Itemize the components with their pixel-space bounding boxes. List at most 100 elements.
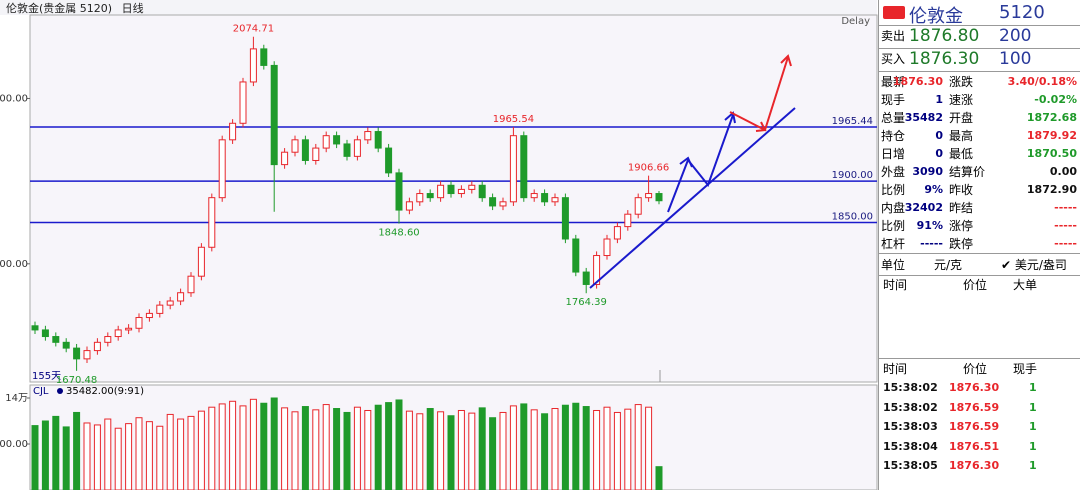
y-tick-label: 2000.00 xyxy=(0,93,28,104)
stat-label: 开盘 xyxy=(949,111,974,125)
level-label: 1900.00 xyxy=(832,170,873,181)
symbol[interactable]: 伦敦金(贵金属 5120) xyxy=(6,2,113,15)
arrow-head xyxy=(755,121,767,132)
volume-bar xyxy=(520,403,528,490)
candle-body xyxy=(437,184,445,199)
volume-bar xyxy=(73,411,81,490)
candle-body xyxy=(187,275,195,294)
stat-label: 杠杆 xyxy=(881,237,906,251)
volume-bar xyxy=(125,423,133,490)
volume-bar xyxy=(457,409,465,490)
candle-body xyxy=(572,238,580,273)
candle-body xyxy=(156,304,164,314)
y-tick-label: 70000.00 xyxy=(0,439,28,450)
candle-body xyxy=(73,347,81,360)
volume-bar xyxy=(145,421,153,490)
candle-body xyxy=(613,226,621,240)
stat-value: 0 xyxy=(935,129,943,142)
volume-bar xyxy=(322,404,330,490)
volume-bar xyxy=(509,405,517,490)
candle-body xyxy=(208,197,216,248)
annotations xyxy=(589,54,796,289)
panel-row: 15:38:05 1876.30 1 xyxy=(879,456,1080,475)
tick-time: 15:38:03 xyxy=(883,420,938,433)
candle-body xyxy=(343,143,351,157)
unit-option[interactable]: ✔ 美元/盎司 xyxy=(1001,258,1067,272)
badge xyxy=(883,6,905,19)
candle-body xyxy=(364,131,372,141)
extreme-label: 2074.71 xyxy=(233,24,274,35)
side-label: 卖出 xyxy=(881,29,906,43)
extreme-label: 1670.48 xyxy=(56,375,97,386)
volume-bar xyxy=(655,466,663,490)
tick-time: 15:38:05 xyxy=(883,459,938,472)
candle-body xyxy=(655,193,663,202)
candle-body xyxy=(229,122,237,141)
chart: Delay 155天 2000.00 1800.00 1965.44 1900.00 1… xyxy=(0,14,878,490)
tick-price: 1876.51 xyxy=(949,439,1000,453)
candle-body xyxy=(41,329,49,338)
volume-bar xyxy=(343,411,351,490)
candle-body xyxy=(468,184,476,190)
candle-body xyxy=(93,341,101,352)
delay-label: Delay xyxy=(841,16,870,27)
volume-bar xyxy=(395,399,403,490)
stat-value: 1876.30 xyxy=(892,75,943,88)
stat-value: 3.40/0.18% xyxy=(1007,75,1077,88)
volume-bar xyxy=(135,417,143,490)
tick-qty: 1 xyxy=(1029,381,1037,394)
stat-label: 日增 xyxy=(881,147,906,161)
stat-label: 涨跌 xyxy=(949,75,974,89)
stat-value: 1872.68 xyxy=(1026,111,1077,124)
stat-label: 内盘 xyxy=(881,201,906,215)
panel-row: 伦敦金 5120 xyxy=(879,0,1080,27)
volume-dot xyxy=(57,388,63,394)
volume-bar xyxy=(613,411,621,490)
candle-body xyxy=(166,300,174,306)
candle-body xyxy=(645,193,653,199)
volume-bar xyxy=(499,411,507,490)
panel-row: 内盘 32402 昨结 ----- xyxy=(879,199,1080,217)
panel-row: 15:38:04 1876.51 1 xyxy=(879,437,1080,456)
side-price: 1876.80 xyxy=(909,26,980,46)
candle-body xyxy=(509,135,517,203)
stat-value: ----- xyxy=(1054,237,1077,250)
volume-bar xyxy=(52,415,60,490)
period[interactable]: 日线 xyxy=(121,2,144,15)
volume-bar xyxy=(551,408,559,490)
volume-bar xyxy=(156,425,164,490)
volume-bar xyxy=(603,406,611,490)
stat-value: 32402 xyxy=(904,201,943,214)
volume-bar xyxy=(104,418,112,490)
column-header: 大单 xyxy=(1013,278,1038,292)
tick-time: 15:38:02 xyxy=(883,400,938,414)
level-label: 1850.00 xyxy=(832,211,873,222)
volume-bar xyxy=(218,403,226,490)
candle-body xyxy=(478,184,486,199)
tick-time: 15:38:02 xyxy=(883,381,938,394)
stat-value: 91% xyxy=(916,219,943,232)
candle-body xyxy=(634,197,642,215)
unit-option[interactable]: 元/克 xyxy=(934,258,963,272)
stat-label: 比例 xyxy=(881,183,906,197)
candle-body xyxy=(593,255,601,285)
candle-body xyxy=(551,197,559,203)
candle-body xyxy=(416,193,424,203)
candle-body xyxy=(603,238,611,257)
candle-body xyxy=(353,139,361,157)
panel-row: 15:38:02 1876.59 1 xyxy=(879,398,1080,417)
candle-body xyxy=(270,64,278,166)
volume-bar xyxy=(572,402,580,490)
volume-bar xyxy=(83,422,91,490)
volume-bar xyxy=(312,409,320,490)
candle-body xyxy=(405,201,413,211)
volume-bar xyxy=(333,408,341,490)
volume-bar xyxy=(291,411,299,490)
volume-bar xyxy=(468,412,476,490)
candle-body xyxy=(457,188,465,195)
extreme-label: 1764.39 xyxy=(566,297,607,308)
candle-body xyxy=(489,197,497,207)
quote-panel: 伦敦金 5120 卖出 1876.80 200 买入 1876.30 100 最新 1876.30… xyxy=(878,0,1080,490)
tick-price: 1876.59 xyxy=(949,400,1000,414)
candle-body xyxy=(281,151,289,166)
